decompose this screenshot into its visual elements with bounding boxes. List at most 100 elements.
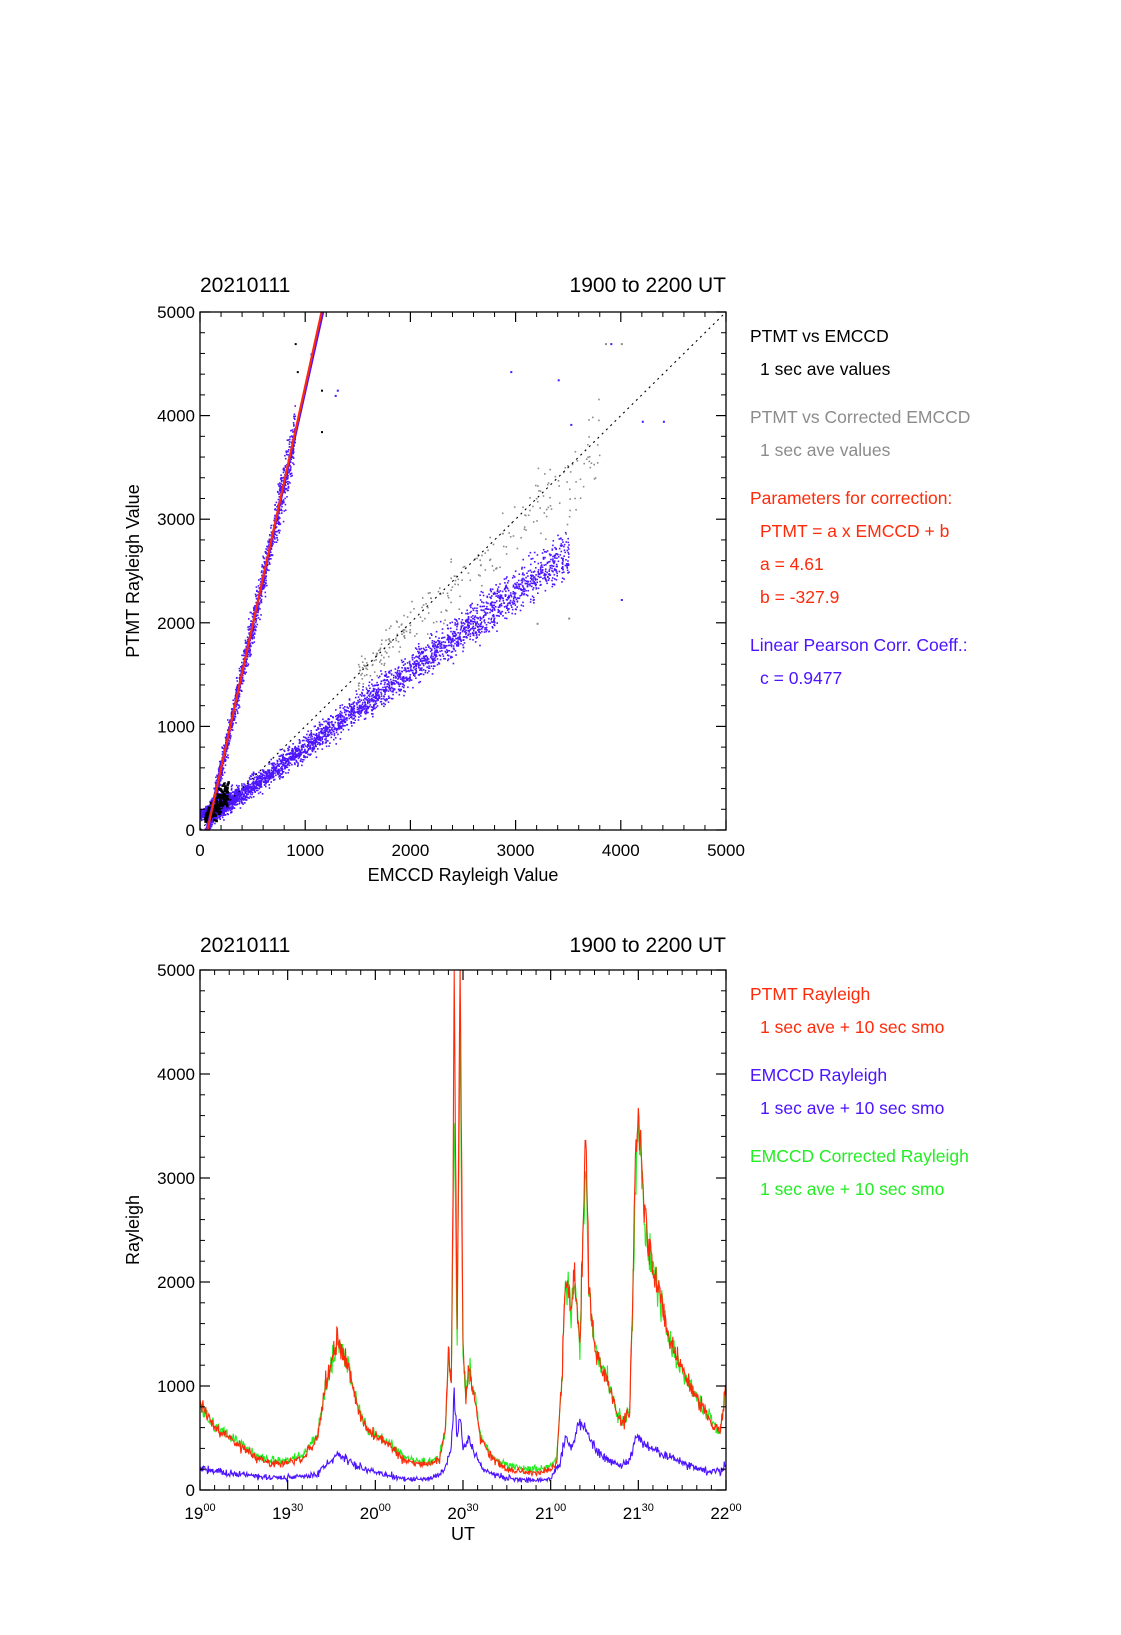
scatter-point-blue	[336, 714, 338, 717]
scatter-point-blue	[387, 676, 390, 678]
scatter-point-blue	[238, 696, 240, 698]
scatter-point-blue	[337, 724, 340, 726]
scatter-point-blue	[282, 469, 285, 471]
scatter-point-blue	[232, 802, 235, 805]
scatter-point-blue	[239, 798, 242, 801]
scatter-point-blue	[421, 669, 423, 672]
scatter-point-blue	[281, 768, 284, 771]
scatter-point-blue	[512, 584, 515, 587]
scatter-point-blue	[404, 680, 407, 683]
scatter-point-blue	[267, 547, 269, 549]
scatter-point-blue	[376, 693, 379, 695]
scatter-point-blue	[485, 607, 488, 610]
scatter-point-blue	[537, 587, 540, 590]
scatter-point-blue	[244, 791, 246, 793]
scatter-point-blue	[388, 683, 390, 686]
scatter-point-blue	[476, 607, 478, 609]
scatter-point-blue	[316, 735, 318, 737]
scatter-point-blue	[402, 664, 405, 666]
scatter-point-blue	[449, 627, 452, 630]
scatter-point-blue	[556, 557, 558, 559]
scatter-point-blue	[532, 587, 535, 589]
scatter-point-blue	[366, 706, 369, 708]
scatter-point-blue	[290, 757, 292, 759]
scatter-point-blue	[439, 647, 441, 650]
scatter-point-blue	[496, 588, 499, 590]
scatter-point-blue	[259, 583, 262, 586]
scatter-point-blue	[235, 688, 237, 691]
scatter-point-blue	[330, 736, 333, 739]
scatter-point-blue	[418, 645, 420, 648]
scatter-point-blue	[241, 802, 244, 804]
scatter-point-blue	[253, 613, 255, 616]
scatter-point-blue	[344, 706, 346, 708]
scatter-point-blue	[480, 617, 483, 620]
scatter-point-blue	[447, 636, 449, 639]
scatter-point-blue	[238, 802, 241, 805]
scatter-point-blue	[215, 812, 218, 815]
scatter-point-blue	[320, 739, 322, 742]
scatter-point-blue	[320, 731, 323, 733]
scatter-point-blue	[471, 632, 474, 635]
scatter-point-blue	[542, 556, 545, 559]
scatter-point-blue	[330, 728, 333, 731]
scatter-point-blue	[359, 704, 361, 707]
scatter-point-blue	[351, 709, 354, 712]
scatter-point-blue	[256, 784, 258, 787]
scatter-point-blue	[244, 797, 247, 799]
scatter-point-blue	[374, 692, 377, 694]
scatter-point-blue	[367, 701, 369, 704]
scatter-point-blue	[401, 685, 404, 688]
scatter-point-blue	[276, 537, 278, 539]
scatter-point-blue	[248, 797, 250, 799]
scatter-point-blue	[222, 767, 225, 770]
scatter-point-blue	[246, 665, 248, 667]
scatter-point-blue	[544, 575, 546, 577]
scatter-point-blue	[285, 761, 287, 764]
scatter-point-blue	[530, 578, 533, 581]
scatter-point-blue	[268, 787, 271, 789]
scatter-point-blue	[232, 798, 235, 800]
scatter-point-blue	[215, 782, 217, 785]
scatter-point-blue	[544, 577, 547, 579]
scatter-point-blue	[506, 586, 508, 589]
scatter-point-blue	[481, 609, 483, 612]
scatter-point-blue	[384, 690, 386, 692]
scatter-point-blue	[269, 775, 271, 777]
scatter-point-blue	[360, 699, 363, 701]
scatter-point-blue	[427, 667, 430, 669]
scatter-point-blue	[387, 680, 390, 683]
scatter-point-blue	[263, 578, 266, 581]
scatter-point-blue	[333, 728, 335, 731]
scatter-point-blue	[344, 709, 346, 712]
scatter-point-blue	[415, 669, 417, 672]
scatter-point-blue	[314, 751, 317, 753]
scatter-point-blue	[252, 771, 255, 774]
scatter-point-blue	[527, 583, 529, 586]
scatter-point-blue	[301, 761, 304, 763]
scatter-point-blue	[292, 750, 294, 752]
scatter-point-blue	[224, 736, 227, 739]
scatter-point-blue	[433, 640, 435, 643]
scatter-point-blue	[541, 566, 544, 568]
scatter-point-blue	[448, 641, 450, 644]
scatter-point-blue	[514, 604, 517, 606]
scatter-point-blue	[483, 609, 485, 611]
scatter-point-blue	[522, 588, 525, 591]
scatter-point-blue	[466, 618, 468, 621]
scatter-point-blue	[234, 797, 236, 800]
scatter-point-blue	[283, 750, 286, 753]
scatter-point-blue	[377, 691, 379, 694]
scatter-point-blue	[255, 586, 258, 588]
scatter-point-blue	[256, 789, 259, 792]
scatter-point-blue	[289, 758, 291, 760]
scatter-point-blue	[539, 584, 542, 586]
scatter-point-blue	[236, 680, 239, 682]
scatter-point-blue	[546, 562, 549, 564]
scatter-point-blue	[241, 682, 244, 685]
scatter-point-blue	[529, 601, 532, 603]
scatter-point-blue	[555, 553, 557, 555]
scatter-point-blue	[236, 710, 239, 713]
scatter-point-blue	[274, 514, 276, 517]
scatter-point-blue	[518, 573, 521, 575]
